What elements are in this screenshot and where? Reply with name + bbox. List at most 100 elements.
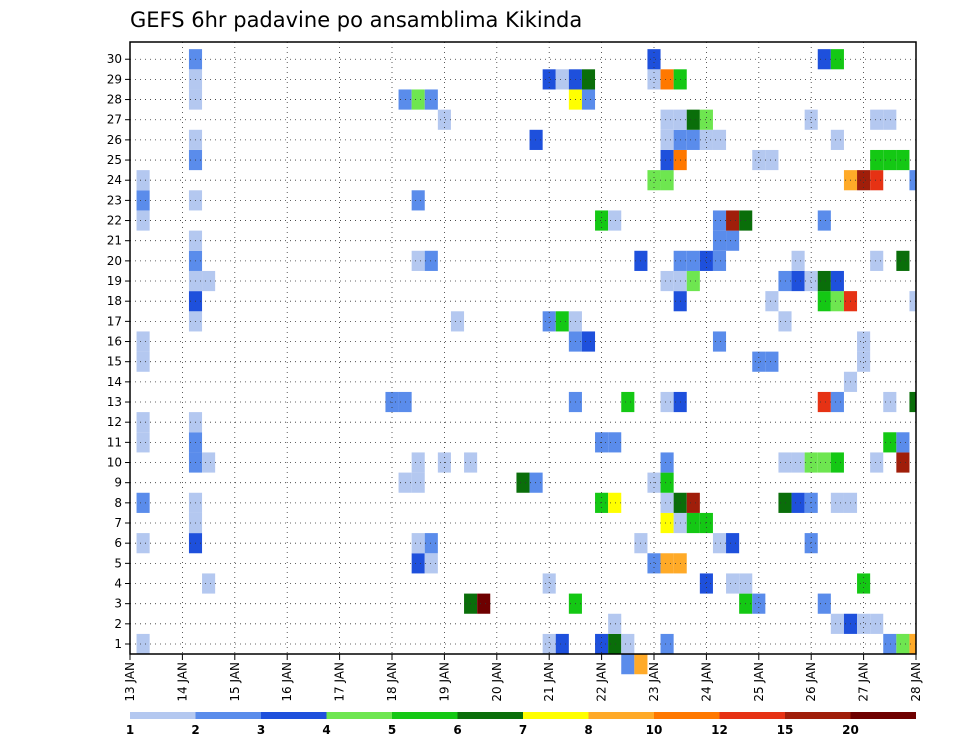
heatmap-cell <box>752 149 766 171</box>
heatmap-cell <box>621 391 635 413</box>
heatmap-cell <box>765 351 779 372</box>
y-tick-label: 9 <box>114 476 122 490</box>
heatmap-cell <box>883 149 897 171</box>
y-tick-label: 28 <box>107 93 122 107</box>
heatmap-cell <box>817 452 831 473</box>
heatmap-cell <box>765 149 779 171</box>
x-tick-label: 20 JAN <box>490 662 504 702</box>
y-tick-label: 16 <box>107 335 122 349</box>
heatmap-cell <box>542 573 556 594</box>
heatmap-cell <box>699 109 713 130</box>
heatmap-cell <box>608 432 622 453</box>
legend-swatch <box>654 712 720 719</box>
y-tick-label: 8 <box>114 496 122 510</box>
heatmap-cell <box>621 633 635 655</box>
heatmap-cell <box>909 291 916 312</box>
heatmap-cell <box>647 553 661 574</box>
legend-label: 3 <box>257 723 265 737</box>
heatmap-cell <box>726 210 740 231</box>
heatmap-cell <box>791 492 805 513</box>
heatmap-cell <box>752 593 766 614</box>
heatmap-cell <box>791 250 805 271</box>
heatmap-cell <box>136 190 150 211</box>
heatmap-cell <box>699 129 713 150</box>
heatmap-cell <box>647 170 661 191</box>
grid-lines <box>129 42 917 654</box>
heatmap-cell <box>896 432 910 453</box>
heatmap-cell <box>424 89 438 110</box>
heatmap-cell <box>817 270 831 292</box>
heatmap-cell <box>896 452 910 473</box>
heatmap-cell <box>660 69 674 90</box>
heatmap-cell <box>857 170 871 191</box>
x-tick-label: 19 JAN <box>437 662 451 702</box>
heatmap-cell <box>896 633 910 655</box>
heatmap-cell <box>136 170 150 191</box>
y-tick-label: 20 <box>107 254 122 268</box>
y-tick-label: 26 <box>107 133 122 147</box>
heatmap-cell <box>712 210 727 231</box>
y-tick-label: 30 <box>107 52 122 66</box>
y-tick-label: 11 <box>107 435 122 449</box>
heatmap-cell <box>136 633 150 655</box>
heatmap-cell <box>804 270 818 292</box>
heatmap-cell <box>896 149 910 171</box>
heatmap-cell <box>830 291 844 312</box>
heatmap-cell <box>830 452 844 473</box>
heatmap-cell <box>870 149 884 171</box>
heatmap-cell <box>660 270 674 292</box>
heatmap-cell <box>817 210 831 231</box>
heatmap-cell <box>699 512 713 534</box>
y-tick-label: 25 <box>107 153 122 167</box>
legend-swatch <box>523 712 589 719</box>
y-tick-label: 29 <box>107 72 122 86</box>
heatmap-cell <box>516 472 530 493</box>
heatmap-cell <box>411 553 425 574</box>
x-tick-label: 24 JAN <box>699 662 713 702</box>
heatmap-cell <box>817 49 831 70</box>
heatmap-cell <box>621 654 635 675</box>
heatmap-cell <box>726 533 740 554</box>
heatmap-cell <box>411 472 425 493</box>
heatmap-cell <box>608 633 622 655</box>
legend-swatch <box>719 712 785 719</box>
heatmap-cell <box>699 573 713 594</box>
y-tick-label: 7 <box>114 516 122 530</box>
legend-label: 6 <box>453 723 461 737</box>
heatmap-cell <box>136 331 150 352</box>
heatmap-cell <box>660 492 674 513</box>
heatmap-cell <box>804 109 818 130</box>
heatmap-cell <box>411 190 425 211</box>
legend-label: 10 <box>646 723 663 737</box>
heatmap-cell <box>136 432 150 453</box>
heatmap-cell <box>202 452 216 473</box>
plot-frame <box>129 41 917 655</box>
y-tick-label: 19 <box>107 274 122 288</box>
legend-swatch <box>326 712 392 719</box>
heatmap-cell <box>660 129 674 150</box>
heatmap-cell <box>870 452 884 473</box>
heatmap-cell <box>581 69 596 90</box>
heatmap-cell <box>830 270 844 292</box>
heatmap-cell <box>857 613 871 634</box>
heatmap-cell <box>542 311 556 332</box>
heatmap-cell <box>883 432 897 453</box>
heatmap-cell <box>542 69 556 90</box>
heatmap-cell <box>830 613 844 634</box>
x-axis: 13 JAN 14 JAN 15 JAN 16 JAN 17 JAN 18 JAN 19 J… <box>123 654 923 702</box>
legend-label: 20 <box>842 723 859 737</box>
heatmap-cell <box>870 613 884 634</box>
heatmap-cell <box>699 250 713 271</box>
heatmap-cell <box>791 270 805 292</box>
y-tick-label: 17 <box>107 314 122 328</box>
heatmap-cell <box>686 250 700 271</box>
heatmap-cell <box>857 573 871 594</box>
heatmap-cell <box>830 49 844 70</box>
heatmap-cell <box>411 250 425 271</box>
heatmap-cell <box>437 109 451 130</box>
heatmap-cell <box>804 533 818 554</box>
heatmap-cell <box>660 553 674 574</box>
y-tick-label: 18 <box>107 294 122 308</box>
y-axis: 1234567891011121314151617181920212223242… <box>107 52 130 651</box>
